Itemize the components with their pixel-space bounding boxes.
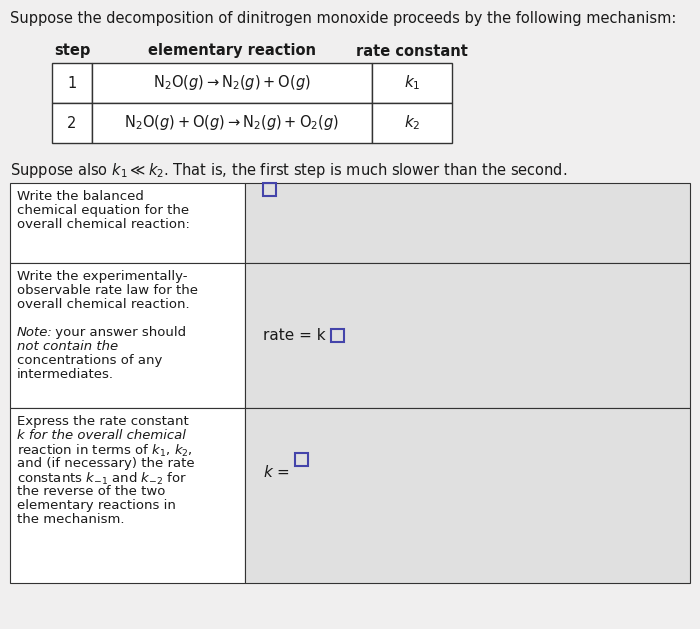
Text: Suppose also $k_1 \ll k_2$. That is, the first step is much slower than the seco: Suppose also $k_1 \ll k_2$. That is, the… [10,161,567,180]
Bar [52,103,92,143]
Bar [10,183,245,263]
Text: overall chemical reaction:: overall chemical reaction: [17,218,190,231]
Text: reaction in terms of $k_1$, $k_2$,: reaction in terms of $k_1$, $k_2$, [17,443,192,459]
Text: 2: 2 [67,116,77,130]
Bar [372,103,452,143]
Text: overall chemical reaction.: overall chemical reaction. [17,298,190,311]
Bar [245,183,690,263]
Bar [92,63,372,103]
Text: elementary reactions in: elementary reactions in [17,499,176,512]
Bar [10,263,245,408]
Text: rate constant: rate constant [356,43,468,58]
Text: Suppose the decomposition of dinitrogen monoxide proceeds by the following mecha: Suppose the decomposition of dinitrogen … [10,11,676,26]
Text: Write the balanced: Write the balanced [17,190,144,203]
Bar [372,63,452,103]
Text: the reverse of the two: the reverse of the two [17,485,165,498]
Text: observable rate law for the: observable rate law for the [17,284,198,297]
Text: $k$ =: $k$ = [263,464,290,480]
Text: Note:: Note: [17,326,53,339]
Text: not contain the: not contain the [17,340,118,353]
Text: concentrations of any: concentrations of any [17,354,162,367]
Bar [10,408,245,583]
Text: $k_1$: $k_1$ [404,74,420,92]
Text: Express the rate constant: Express the rate constant [17,415,189,428]
Bar [245,263,690,408]
Text: Write the experimentally-: Write the experimentally- [17,270,188,283]
Text: $k_2$: $k_2$ [404,114,420,132]
Bar [295,453,308,466]
Text: $\mathrm{N_2O}(g) + \mathrm{O}(g) \rightarrow \mathrm{N_2}(g) + \mathrm{O_2}(g)$: $\mathrm{N_2O}(g) + \mathrm{O}(g) \right… [125,113,340,133]
Bar [263,183,276,196]
Bar [245,408,690,583]
Text: your answer should: your answer should [51,326,186,339]
Text: step: step [54,43,90,58]
Text: intermediates.: intermediates. [17,368,114,381]
Text: k for the overall chemical: k for the overall chemical [17,429,186,442]
Text: the mechanism.: the mechanism. [17,513,125,526]
Bar [331,328,344,342]
Text: 1: 1 [67,75,76,91]
Bar [52,63,92,103]
Text: rate = k: rate = k [263,328,326,343]
Text: constants $k_{-1}$ and $k_{-2}$ for: constants $k_{-1}$ and $k_{-2}$ for [17,471,187,487]
Text: and (if necessary) the rate: and (if necessary) the rate [17,457,195,470]
Text: $\mathrm{N_2O}(g) \rightarrow \mathrm{N_2}(g) + \mathrm{O}(g)$: $\mathrm{N_2O}(g) \rightarrow \mathrm{N_… [153,74,311,92]
Text: elementary reaction: elementary reaction [148,43,316,58]
Bar [92,103,372,143]
Text: chemical equation for the: chemical equation for the [17,204,189,217]
